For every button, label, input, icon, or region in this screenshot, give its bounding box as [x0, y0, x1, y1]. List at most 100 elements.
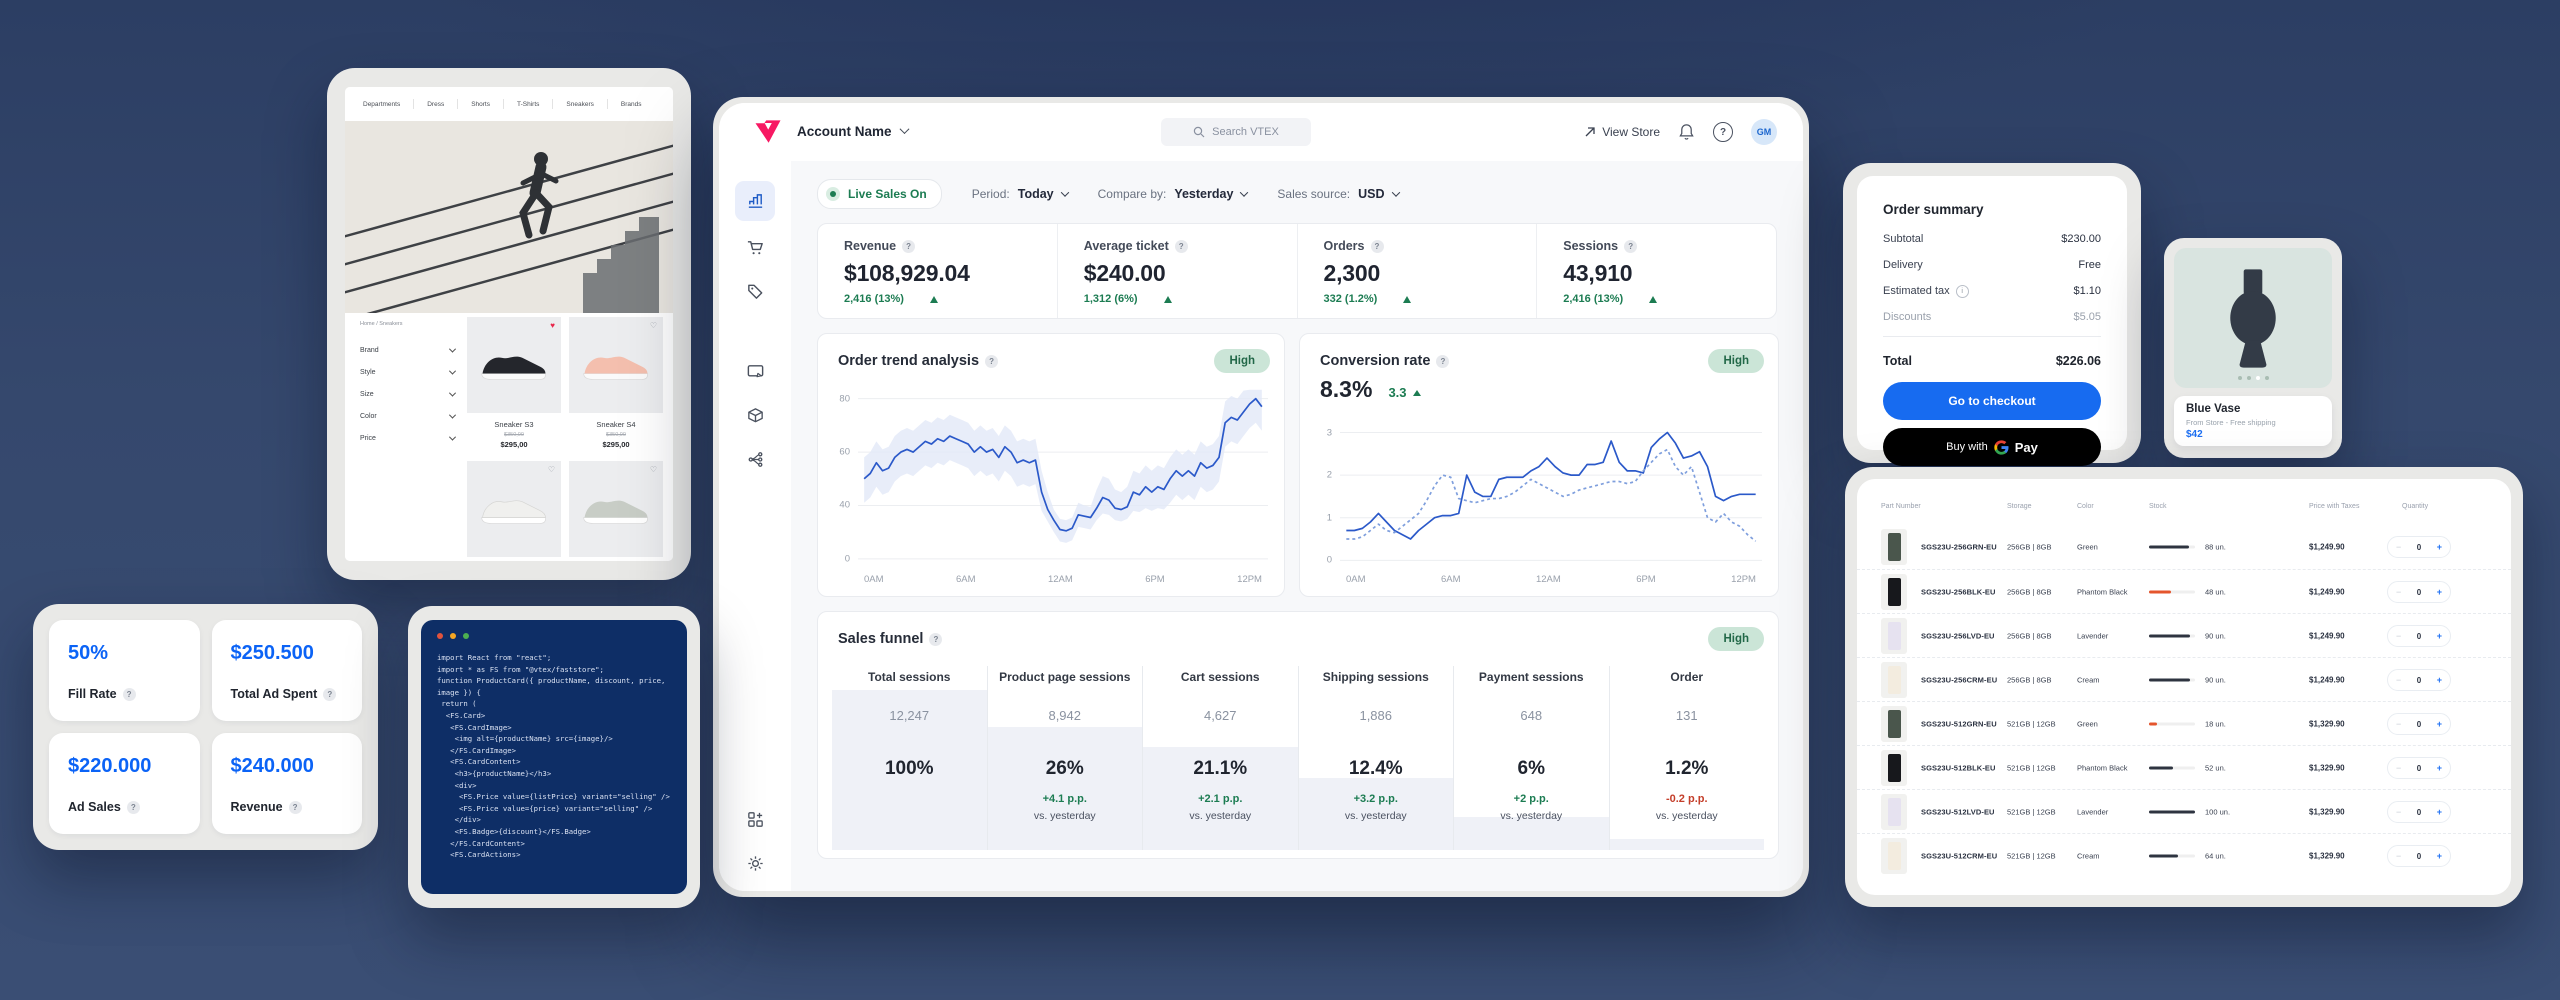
- help-icon[interactable]: ?: [929, 632, 943, 646]
- help-icon[interactable]: ?: [985, 354, 999, 368]
- live-sales-toggle[interactable]: Live Sales On: [817, 179, 942, 209]
- funnel-step: Payment sessions 648 6% +2 p.p. vs. yest…: [1453, 666, 1609, 850]
- google-pay-button[interactable]: Buy with Pay: [1883, 428, 2101, 466]
- help-icon[interactable]: ?: [122, 687, 136, 701]
- increase-quantity-button[interactable]: +: [2436, 807, 2442, 817]
- decrease-quantity-button[interactable]: −: [2396, 675, 2402, 685]
- help-icon[interactable]: ?: [288, 800, 302, 814]
- compare-select[interactable]: Compare by: Yesterday: [1098, 187, 1249, 201]
- series-line-today: [1346, 433, 1755, 540]
- wishlist-heart-icon[interactable]: ♥: [550, 321, 555, 330]
- filter-size[interactable]: Size: [360, 383, 457, 405]
- minimize-window-icon[interactable]: [450, 633, 456, 639]
- inventory-row[interactable]: SGS23U-512GRN-EU 521GB | 12GB Green 18 u…: [1857, 701, 2511, 746]
- filter-brand[interactable]: Brand: [360, 339, 457, 361]
- help-icon[interactable]: ?: [323, 687, 337, 701]
- help-icon[interactable]: ?: [126, 800, 140, 814]
- product-card[interactable]: ♡: [569, 461, 663, 561]
- product-thumbnail: [1881, 750, 1907, 786]
- product-card[interactable]: ♥ Sneaker S3 $350,00 $295,00: [467, 317, 561, 453]
- increase-quantity-button[interactable]: +: [2436, 587, 2442, 597]
- inventory-row[interactable]: SGS23U-512CRM-EU 521GB | 12GB Cream 64 u…: [1857, 833, 2511, 878]
- sales-source-select[interactable]: Sales source: USD: [1277, 187, 1400, 201]
- increase-quantity-button[interactable]: +: [2436, 719, 2442, 729]
- sidebar-item-catalog[interactable]: [735, 395, 775, 435]
- period-select[interactable]: Period: Today: [972, 187, 1069, 201]
- sidebar-item-storefront[interactable]: [735, 351, 775, 391]
- increase-quantity-button[interactable]: +: [2436, 542, 2442, 552]
- quantity-stepper[interactable]: − 0 +: [2387, 625, 2451, 647]
- quantity-stepper[interactable]: − 0 +: [2387, 536, 2451, 558]
- view-store-link[interactable]: View Store: [1584, 125, 1660, 139]
- filter-color[interactable]: Color: [360, 405, 457, 427]
- inventory-row[interactable]: SGS23U-256CRM-EU 256GB | 8GB Cream 90 un…: [1857, 657, 2511, 702]
- storefront-nav-item[interactable]: Departments: [363, 100, 401, 108]
- summary-row-tax: Estimated tax i $1.10: [1883, 284, 2101, 298]
- inventory-row[interactable]: SGS23U-256BLK-EU 256GB | 8GB Phantom Bla…: [1857, 569, 2511, 614]
- product-card[interactable]: ♡ Sneaker S4 $350,00 $295,00: [569, 317, 663, 453]
- increase-quantity-button[interactable]: +: [2436, 763, 2442, 773]
- storefront-nav-item[interactable]: Dress: [427, 100, 445, 108]
- wishlist-heart-icon[interactable]: ♡: [547, 465, 555, 474]
- chevron-down-icon: [448, 433, 457, 441]
- divider: [1883, 336, 2101, 337]
- carousel-dots[interactable]: [2174, 376, 2332, 380]
- search-input[interactable]: Search VTEX: [1161, 118, 1311, 146]
- help-icon[interactable]: ?: [1174, 239, 1188, 253]
- decrease-quantity-button[interactable]: −: [2396, 807, 2402, 817]
- wishlist-heart-icon[interactable]: ♡: [649, 321, 657, 330]
- storefront-nav-item[interactable]: Sneakers: [566, 100, 594, 108]
- increase-quantity-button[interactable]: +: [2436, 851, 2442, 861]
- quantity-stepper[interactable]: − 0 +: [2387, 669, 2451, 691]
- sidebar-item-promotions[interactable]: [735, 271, 775, 311]
- inventory-row[interactable]: SGS23U-256LVD-EU 256GB | 8GB Lavender 90…: [1857, 613, 2511, 658]
- increase-quantity-button[interactable]: +: [2436, 675, 2442, 685]
- close-window-icon[interactable]: [437, 633, 443, 639]
- notifications-bell-icon[interactable]: [1678, 123, 1695, 141]
- stock-bar: [2149, 545, 2195, 549]
- help-icon[interactable]: ?: [1436, 354, 1450, 368]
- inventory-row[interactable]: SGS23U-512LVD-EU 521GB | 12GB Lavender 1…: [1857, 789, 2511, 834]
- stock-cell: 88 un.: [2205, 542, 2226, 552]
- info-icon[interactable]: i: [1955, 284, 1969, 298]
- sidebar-item-integrations[interactable]: [735, 439, 775, 479]
- sidebar-item-apps[interactable]: [735, 799, 775, 839]
- decrease-quantity-button[interactable]: −: [2396, 851, 2402, 861]
- decrease-quantity-button[interactable]: −: [2396, 587, 2402, 597]
- quantity-stepper[interactable]: − 0 +: [2387, 757, 2451, 779]
- filter-price[interactable]: Price: [360, 427, 457, 449]
- product-info-card[interactable]: Blue Vase From Store - Free shipping $42: [2174, 396, 2332, 446]
- decrease-quantity-button[interactable]: −: [2396, 631, 2402, 641]
- storefront-nav-item[interactable]: T-Shirts: [517, 100, 540, 108]
- maximize-window-icon[interactable]: [463, 633, 469, 639]
- table-header-row: Part Number Storage Color Stock Price wi…: [1857, 503, 2511, 519]
- storefront-nav: Departments Dress Shorts T-Shirts Sneake…: [345, 87, 673, 122]
- decrease-quantity-button[interactable]: −: [2396, 763, 2402, 773]
- account-switcher[interactable]: Account Name: [797, 124, 909, 139]
- inventory-row[interactable]: SGS23U-512BLK-EU 521GB | 12GB Phantom Bl…: [1857, 745, 2511, 790]
- help-icon[interactable]: ?: [1624, 239, 1638, 253]
- inventory-row[interactable]: SGS23U-256GRN-EU 256GB | 8GB Green 88 un…: [1857, 525, 2511, 569]
- wishlist-heart-icon[interactable]: ♡: [649, 465, 657, 474]
- user-avatar[interactable]: GM: [1751, 119, 1777, 145]
- y-axis-tick-label: 3: [1326, 427, 1332, 439]
- quantity-stepper[interactable]: − 0 +: [2387, 801, 2451, 823]
- storefront-nav-item[interactable]: Shorts: [471, 100, 490, 108]
- go-to-checkout-button[interactable]: Go to checkout: [1883, 382, 2101, 420]
- quantity-stepper[interactable]: − 0 +: [2387, 581, 2451, 603]
- quantity-stepper[interactable]: − 0 +: [2387, 713, 2451, 735]
- sidebar-item-analytics[interactable]: [735, 181, 775, 221]
- sidebar-item-settings[interactable]: [735, 843, 775, 883]
- filter-style[interactable]: Style: [360, 361, 457, 383]
- decrease-quantity-button[interactable]: −: [2396, 719, 2402, 729]
- sidebar-item-orders[interactable]: [735, 227, 775, 267]
- help-icon[interactable]: ?: [1713, 122, 1733, 142]
- quantity-stepper[interactable]: − 0 +: [2387, 845, 2451, 867]
- help-icon[interactable]: ?: [902, 239, 916, 253]
- increase-quantity-button[interactable]: +: [2436, 631, 2442, 641]
- decrease-quantity-button[interactable]: −: [2396, 542, 2402, 552]
- storefront-nav-item[interactable]: Brands: [620, 100, 642, 108]
- code-content[interactable]: import React from "react"; import * as F…: [437, 653, 670, 860]
- help-icon[interactable]: ?: [1370, 239, 1384, 253]
- product-card[interactable]: ♡: [467, 461, 561, 561]
